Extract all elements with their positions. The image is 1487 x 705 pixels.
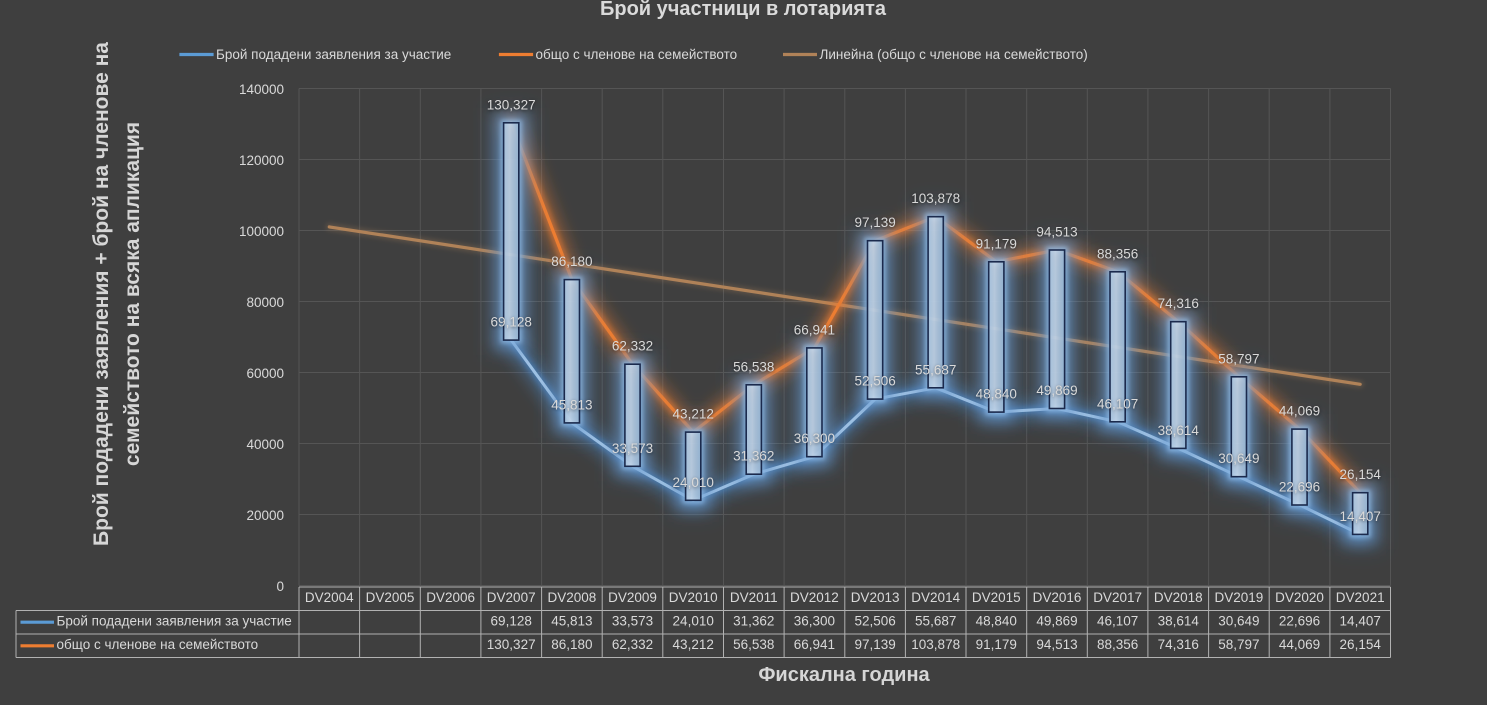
svg-text:46,107: 46,107 [1097, 614, 1138, 629]
svg-text:52,506: 52,506 [854, 374, 895, 389]
svg-text:45,813: 45,813 [551, 397, 592, 412]
svg-text:DV2015: DV2015 [972, 590, 1021, 605]
svg-text:DV2009: DV2009 [608, 590, 657, 605]
svg-text:24,010: 24,010 [673, 614, 714, 629]
svg-text:DV2012: DV2012 [790, 590, 839, 605]
svg-text:55,687: 55,687 [915, 614, 956, 629]
svg-text:130,327: 130,327 [487, 97, 536, 112]
svg-text:Фискална година: Фискална година [758, 664, 930, 686]
svg-text:88,356: 88,356 [1097, 637, 1138, 652]
svg-text:62,332: 62,332 [612, 637, 653, 652]
svg-text:74,316: 74,316 [1158, 637, 1199, 652]
svg-text:33,573: 33,573 [612, 441, 653, 456]
svg-text:60000: 60000 [246, 366, 284, 381]
svg-text:56,538: 56,538 [733, 359, 774, 374]
svg-text:общо с членове на семейството: общо с членове на семейството [57, 637, 259, 652]
svg-text:DV2014: DV2014 [911, 590, 960, 605]
svg-text:97,139: 97,139 [854, 637, 895, 652]
svg-text:130,327: 130,327 [487, 637, 536, 652]
svg-text:DV2016: DV2016 [1033, 590, 1082, 605]
svg-text:62,332: 62,332 [612, 339, 653, 354]
svg-text:36,300: 36,300 [794, 431, 835, 446]
svg-text:14,407: 14,407 [1340, 614, 1381, 629]
svg-text:52,506: 52,506 [854, 614, 895, 629]
svg-text:97,139: 97,139 [854, 215, 895, 230]
svg-text:DV2007: DV2007 [487, 590, 536, 605]
svg-text:91,179: 91,179 [976, 236, 1017, 251]
svg-text:20000: 20000 [246, 508, 284, 523]
svg-text:33,573: 33,573 [612, 614, 653, 629]
svg-text:58,797: 58,797 [1218, 351, 1259, 366]
svg-text:43,212: 43,212 [673, 407, 714, 422]
svg-text:DV2020: DV2020 [1275, 590, 1324, 605]
svg-text:Брой подадени заявления + брой: Брой подадени заявления + брой на членов… [90, 42, 113, 546]
svg-text:Брой подадени заявления за уча: Брой подадени заявления за участие [57, 614, 292, 629]
svg-text:семейството на всяка апликация: семейството на всяка апликация [121, 122, 144, 466]
svg-text:Брой подадени заявления за уча: Брой подадени заявления за участие [216, 47, 451, 62]
svg-text:103,878: 103,878 [911, 191, 960, 206]
svg-text:DV2018: DV2018 [1154, 590, 1203, 605]
svg-text:40000: 40000 [246, 437, 284, 452]
svg-text:48,840: 48,840 [976, 614, 1017, 629]
svg-text:49,869: 49,869 [1036, 614, 1077, 629]
svg-text:24,010: 24,010 [673, 475, 714, 490]
svg-text:103,878: 103,878 [911, 637, 960, 652]
svg-text:55,687: 55,687 [915, 362, 956, 377]
svg-text:36,300: 36,300 [794, 614, 835, 629]
svg-text:22,696: 22,696 [1279, 614, 1320, 629]
svg-text:Линейна (общо с членове на сем: Линейна (общо с членове на семейството) [820, 47, 1088, 62]
svg-text:DV2006: DV2006 [426, 590, 475, 605]
svg-text:DV2008: DV2008 [548, 590, 597, 605]
svg-text:46,107: 46,107 [1097, 396, 1138, 411]
svg-text:74,316: 74,316 [1158, 296, 1199, 311]
svg-text:94,513: 94,513 [1036, 637, 1077, 652]
svg-text:DV2017: DV2017 [1093, 590, 1142, 605]
svg-text:100000: 100000 [239, 224, 284, 239]
svg-text:38,614: 38,614 [1158, 423, 1200, 438]
svg-text:86,180: 86,180 [551, 637, 592, 652]
svg-text:DV2011: DV2011 [730, 590, 778, 605]
svg-text:30,649: 30,649 [1218, 614, 1259, 629]
svg-text:66,941: 66,941 [794, 322, 835, 337]
svg-text:31,362: 31,362 [733, 614, 774, 629]
svg-text:30,649: 30,649 [1218, 451, 1259, 466]
svg-text:45,813: 45,813 [551, 614, 592, 629]
svg-text:DV2010: DV2010 [669, 590, 718, 605]
svg-text:140000: 140000 [239, 82, 284, 97]
svg-text:69,128: 69,128 [491, 614, 532, 629]
svg-text:91,179: 91,179 [976, 637, 1017, 652]
svg-text:94,513: 94,513 [1036, 225, 1077, 240]
svg-text:44,069: 44,069 [1279, 404, 1320, 419]
svg-text:DV2019: DV2019 [1215, 590, 1264, 605]
svg-text:43,212: 43,212 [673, 637, 714, 652]
svg-text:44,069: 44,069 [1279, 637, 1320, 652]
svg-text:88,356: 88,356 [1097, 246, 1138, 261]
svg-text:22,696: 22,696 [1279, 479, 1320, 494]
svg-text:86,180: 86,180 [551, 254, 592, 269]
svg-text:49,869: 49,869 [1036, 383, 1077, 398]
svg-text:66,941: 66,941 [794, 637, 835, 652]
svg-text:26,154: 26,154 [1340, 637, 1382, 652]
svg-text:Брой участници в лотарията: Брой участници в лотарията [600, 0, 887, 20]
svg-text:58,797: 58,797 [1218, 637, 1259, 652]
svg-text:0: 0 [276, 579, 284, 594]
svg-text:48,840: 48,840 [976, 387, 1017, 402]
svg-text:31,362: 31,362 [733, 449, 774, 464]
svg-text:38,614: 38,614 [1158, 614, 1200, 629]
svg-text:DV2013: DV2013 [851, 590, 900, 605]
svg-text:69,128: 69,128 [491, 315, 532, 330]
svg-text:DV2005: DV2005 [366, 590, 415, 605]
svg-text:26,154: 26,154 [1340, 467, 1382, 482]
svg-text:80000: 80000 [246, 295, 284, 310]
svg-text:общо с членове на семейството: общо с членове на семейството [536, 47, 738, 62]
svg-text:56,538: 56,538 [733, 637, 774, 652]
svg-text:DV2004: DV2004 [305, 590, 354, 605]
svg-text:120000: 120000 [239, 153, 284, 168]
svg-text:DV2021: DV2021 [1336, 590, 1385, 605]
svg-text:14,407: 14,407 [1340, 509, 1381, 524]
